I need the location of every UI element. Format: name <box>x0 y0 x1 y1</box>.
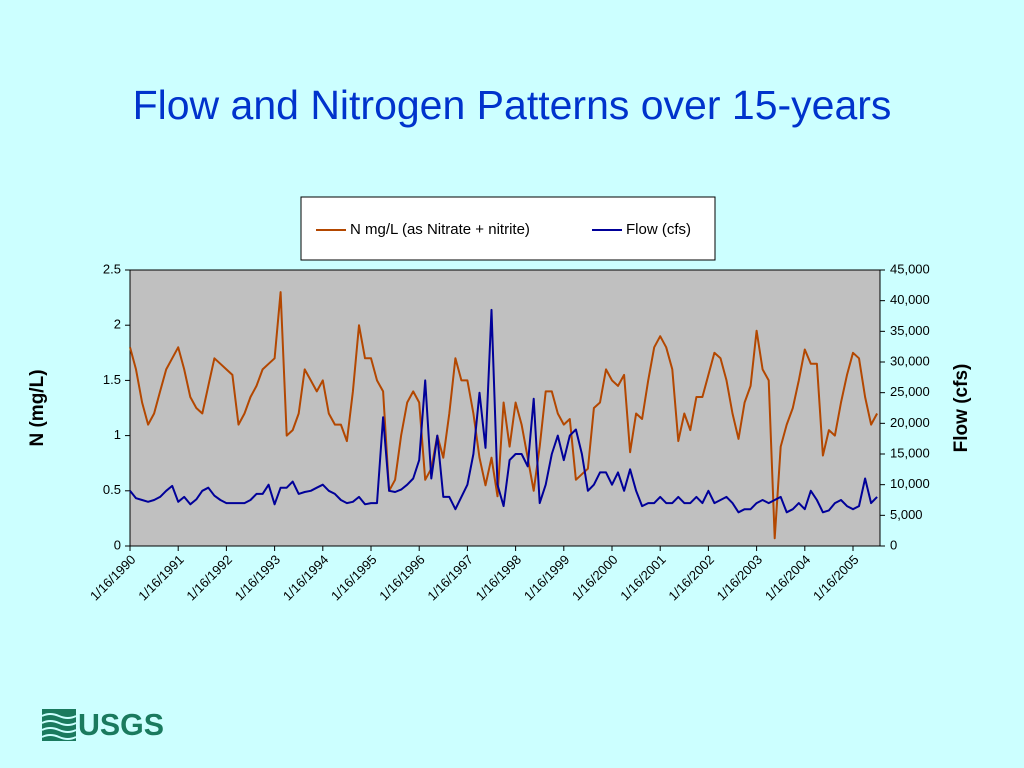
logo-waves <box>41 713 77 740</box>
y-tick-label: 0 <box>114 537 121 552</box>
y2-tick-label: 45,000 <box>890 261 930 276</box>
x-tick-label: 1/16/1992 <box>183 552 235 604</box>
x-tick-label: 1/16/2004 <box>762 552 814 604</box>
slide-title: Flow and Nitrogen Patterns over 15-years <box>133 82 892 128</box>
y2-axis-title: Flow (cfs) <box>951 364 972 453</box>
legend-label: Flow (cfs) <box>626 221 691 238</box>
x-tick-label: 1/16/2005 <box>810 552 862 604</box>
x-tick-label: 1/16/1997 <box>424 552 476 604</box>
y2-tick-label: 15,000 <box>890 445 930 460</box>
x-tick-label: 1/16/1994 <box>280 552 332 604</box>
x-tick-label: 1/16/1996 <box>376 552 428 604</box>
x-tick-label: 1/16/2000 <box>569 552 621 604</box>
x-tick-label: 1/16/1993 <box>232 552 284 604</box>
y-tick-label: 0.5 <box>103 482 121 497</box>
y-axis-title: N (mg/L) <box>27 369 48 446</box>
y2-tick-label: 40,000 <box>890 292 930 307</box>
y2-tick-label: 30,000 <box>890 353 930 368</box>
x-tick-label: 1/16/1999 <box>521 552 573 604</box>
y-tick-label: 2 <box>114 317 121 332</box>
legend-label: N mg/L (as Nitrate + nitrite) <box>350 221 530 238</box>
x-tick-label: 1/16/1990 <box>87 552 139 604</box>
x-tick-label: 1/16/1998 <box>473 552 525 604</box>
y-tick-label: 1 <box>114 427 121 442</box>
y-tick-label: 1.5 <box>103 372 121 387</box>
y2-tick-label: 10,000 <box>890 476 930 491</box>
legend-box <box>300 196 716 261</box>
y2-tick-label: 35,000 <box>890 323 930 338</box>
data-line <box>129 308 878 514</box>
x-tick-label: 1/16/1995 <box>328 552 380 604</box>
logo-text: USGS <box>78 707 164 742</box>
x-tick-label: 1/16/2003 <box>714 552 766 604</box>
x-tick-label: 1/16/1991 <box>135 552 187 604</box>
data-line <box>129 291 878 540</box>
usgs-logo: USGS <box>41 707 164 742</box>
y2-tick-label: 0 <box>890 537 897 552</box>
y-tick-label: 2.5 <box>103 261 121 276</box>
y2-tick-label: 25,000 <box>890 384 930 399</box>
y2-tick-label: 5,000 <box>890 507 923 522</box>
y2-tick-label: 20,000 <box>890 415 930 430</box>
x-tick-label: 1/16/2002 <box>665 552 717 604</box>
x-tick-label: 1/16/2001 <box>617 552 669 604</box>
